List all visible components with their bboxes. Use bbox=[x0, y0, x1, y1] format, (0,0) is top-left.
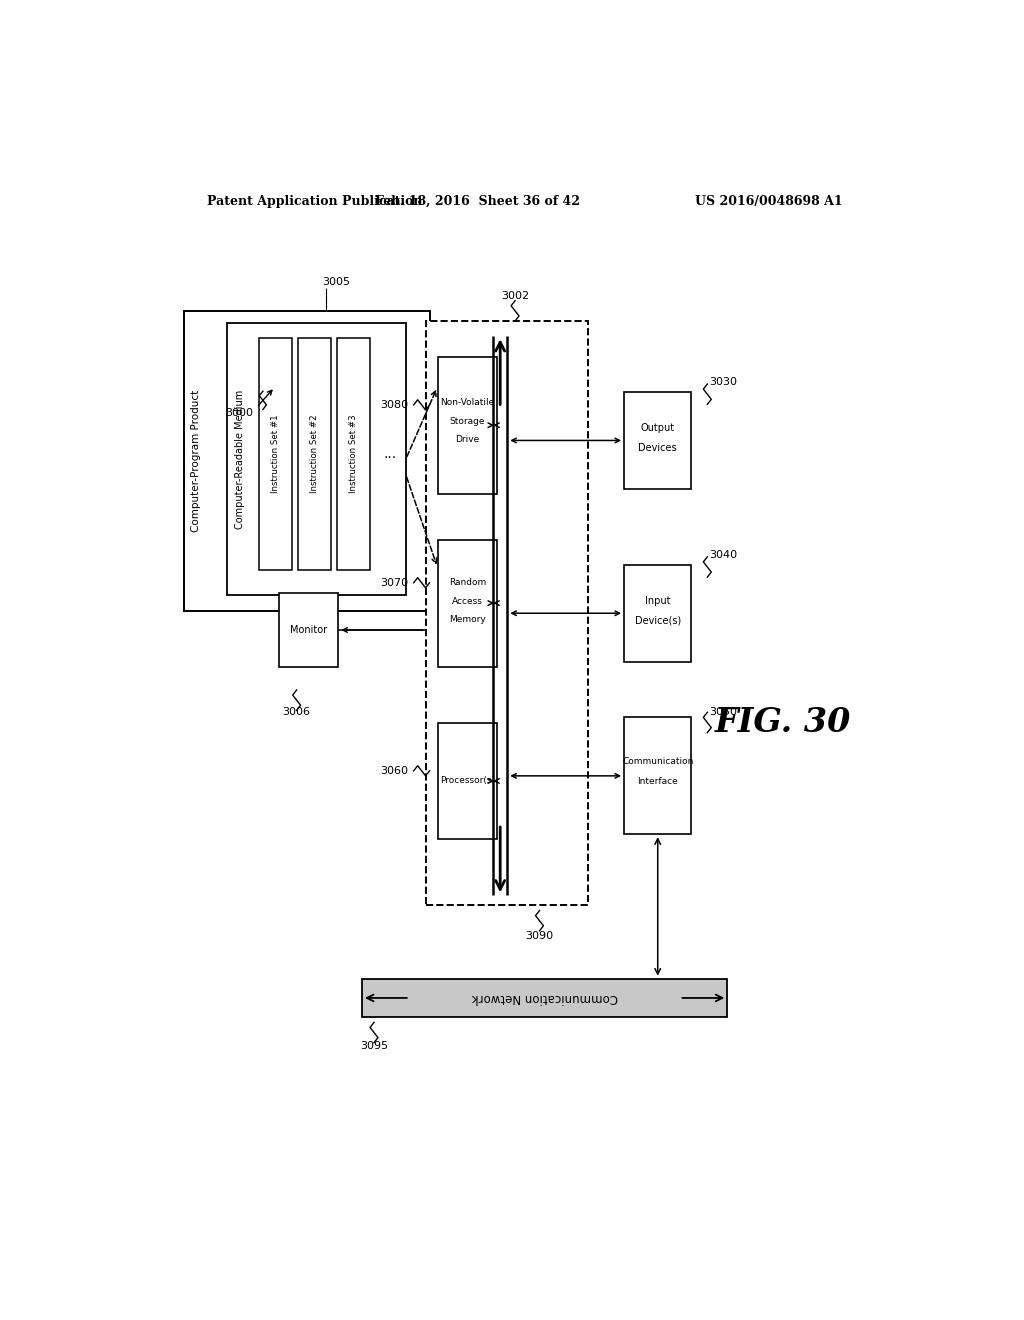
FancyBboxPatch shape bbox=[624, 718, 691, 834]
Text: Storage: Storage bbox=[450, 417, 485, 425]
Text: Device(s): Device(s) bbox=[635, 615, 681, 626]
Text: Access: Access bbox=[452, 597, 482, 606]
Text: US 2016/0048698 A1: US 2016/0048698 A1 bbox=[694, 194, 842, 207]
Text: Input: Input bbox=[645, 597, 671, 606]
FancyBboxPatch shape bbox=[437, 356, 497, 494]
Text: Instruction Set #2: Instruction Set #2 bbox=[310, 414, 319, 494]
FancyBboxPatch shape bbox=[298, 338, 331, 570]
Text: Interface: Interface bbox=[637, 777, 678, 787]
Text: Drive: Drive bbox=[455, 434, 479, 444]
Text: 3080: 3080 bbox=[380, 400, 408, 411]
Text: Random: Random bbox=[449, 578, 486, 587]
Text: Memory: Memory bbox=[449, 615, 485, 624]
FancyBboxPatch shape bbox=[624, 565, 691, 661]
Text: Patent Application Publication: Patent Application Publication bbox=[207, 194, 423, 207]
FancyBboxPatch shape bbox=[227, 323, 406, 595]
FancyBboxPatch shape bbox=[624, 392, 691, 488]
Text: 3095: 3095 bbox=[360, 1040, 388, 1051]
FancyBboxPatch shape bbox=[426, 321, 588, 906]
Text: 3050: 3050 bbox=[710, 708, 737, 717]
Text: Output: Output bbox=[641, 424, 675, 433]
Text: 3002: 3002 bbox=[501, 290, 529, 301]
FancyBboxPatch shape bbox=[337, 338, 370, 570]
FancyBboxPatch shape bbox=[362, 978, 727, 1018]
Text: Feb. 18, 2016  Sheet 36 of 42: Feb. 18, 2016 Sheet 36 of 42 bbox=[375, 194, 580, 207]
Text: 3070: 3070 bbox=[380, 578, 408, 587]
Text: FIG. 30: FIG. 30 bbox=[715, 706, 851, 739]
Text: Instruction Set #3: Instruction Set #3 bbox=[349, 414, 357, 494]
Text: Monitor: Monitor bbox=[290, 624, 327, 635]
FancyBboxPatch shape bbox=[259, 338, 292, 570]
Text: Communication: Communication bbox=[622, 758, 693, 766]
Text: Processor(s): Processor(s) bbox=[439, 776, 495, 785]
FancyBboxPatch shape bbox=[183, 312, 430, 611]
Text: 3090: 3090 bbox=[525, 931, 554, 941]
Text: Devices: Devices bbox=[638, 442, 677, 453]
FancyBboxPatch shape bbox=[279, 594, 338, 667]
Text: 3006: 3006 bbox=[283, 708, 310, 717]
Text: 3060: 3060 bbox=[380, 766, 408, 776]
Text: Computer-Readable Medium: Computer-Readable Medium bbox=[234, 389, 245, 529]
Text: ...: ... bbox=[383, 447, 396, 461]
Text: 3030: 3030 bbox=[710, 378, 737, 387]
Text: 3005: 3005 bbox=[323, 277, 350, 288]
FancyBboxPatch shape bbox=[437, 722, 497, 840]
Text: Non-Volatile: Non-Volatile bbox=[440, 399, 495, 408]
Text: Computer-Program Product: Computer-Program Product bbox=[191, 389, 202, 532]
Text: Instruction Set #1: Instruction Set #1 bbox=[271, 414, 281, 494]
Text: Communication Network: Communication Network bbox=[471, 991, 617, 1005]
Text: 3040: 3040 bbox=[710, 550, 737, 560]
FancyBboxPatch shape bbox=[437, 540, 497, 667]
Text: 3000: 3000 bbox=[225, 408, 253, 417]
